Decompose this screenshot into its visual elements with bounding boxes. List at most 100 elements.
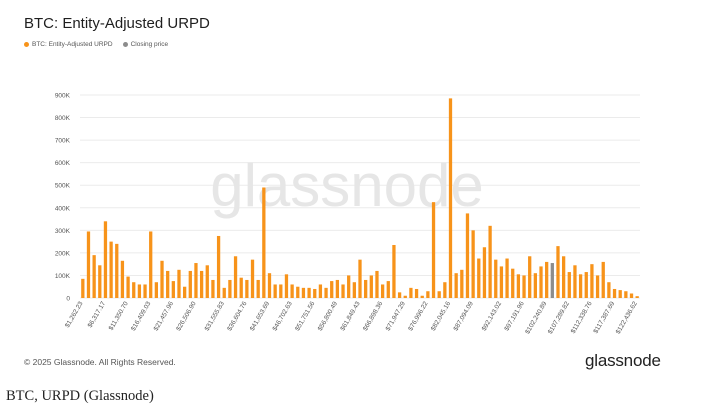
- bar[interactable]: [98, 265, 102, 298]
- legend-item-closing-price[interactable]: Closing price: [122, 41, 168, 48]
- bar[interactable]: [528, 256, 532, 298]
- bar[interactable]: [624, 291, 628, 298]
- bar[interactable]: [595, 275, 600, 298]
- bar[interactable]: [205, 265, 209, 298]
- bar[interactable]: [239, 277, 243, 298]
- bar[interactable]: [183, 286, 187, 298]
- bar[interactable]: [352, 282, 356, 298]
- bar[interactable]: [86, 231, 91, 298]
- bar[interactable]: [120, 260, 125, 298]
- bar[interactable]: [426, 291, 430, 298]
- bar[interactable]: [556, 246, 560, 298]
- bar-closing-price[interactable]: [550, 263, 554, 298]
- bar[interactable]: [199, 270, 204, 298]
- bar[interactable]: [448, 98, 453, 298]
- bar[interactable]: [477, 258, 481, 298]
- bar[interactable]: [567, 272, 571, 298]
- bar[interactable]: [590, 264, 594, 298]
- bar[interactable]: [245, 279, 249, 298]
- bar[interactable]: [284, 274, 289, 298]
- bar[interactable]: [318, 284, 323, 298]
- bar[interactable]: [256, 279, 260, 298]
- bar[interactable]: [222, 287, 226, 298]
- bar[interactable]: [92, 255, 96, 298]
- bar[interactable]: [618, 290, 622, 298]
- bar[interactable]: [612, 288, 617, 298]
- bar[interactable]: [103, 221, 108, 298]
- bar[interactable]: [471, 230, 475, 298]
- bar[interactable]: [409, 287, 413, 298]
- bar[interactable]: [420, 295, 424, 298]
- bar[interactable]: [392, 244, 396, 298]
- bar[interactable]: [81, 278, 85, 298]
- bar[interactable]: [465, 213, 470, 298]
- bar[interactable]: [228, 279, 232, 298]
- bar[interactable]: [635, 296, 639, 298]
- bar[interactable]: [307, 287, 311, 298]
- bar[interactable]: [454, 273, 458, 298]
- bar[interactable]: [335, 279, 340, 298]
- bar[interactable]: [330, 281, 334, 298]
- bar[interactable]: [250, 259, 255, 298]
- bar[interactable]: [511, 268, 515, 298]
- bar[interactable]: [132, 282, 136, 298]
- bar[interactable]: [273, 284, 277, 298]
- bar[interactable]: [267, 273, 272, 298]
- bar[interactable]: [607, 282, 611, 298]
- bar[interactable]: [397, 292, 402, 298]
- bar[interactable]: [290, 284, 294, 298]
- bar[interactable]: [403, 295, 407, 298]
- bar[interactable]: [109, 241, 113, 298]
- bar[interactable]: [482, 247, 487, 298]
- bar[interactable]: [414, 288, 419, 298]
- bar[interactable]: [188, 270, 192, 298]
- bar[interactable]: [347, 275, 351, 298]
- bar[interactable]: [369, 275, 373, 298]
- bar[interactable]: [233, 256, 238, 298]
- bar[interactable]: [386, 281, 390, 298]
- bar[interactable]: [194, 263, 198, 298]
- bar[interactable]: [522, 275, 526, 298]
- bar[interactable]: [431, 202, 436, 298]
- bar[interactable]: [443, 282, 447, 298]
- bar[interactable]: [177, 269, 181, 298]
- bar[interactable]: [115, 243, 119, 298]
- bar[interactable]: [166, 270, 170, 298]
- bar[interactable]: [171, 281, 175, 298]
- bar[interactable]: [341, 284, 345, 298]
- bar[interactable]: [437, 291, 441, 298]
- bar[interactable]: [324, 287, 328, 298]
- bar[interactable]: [301, 287, 306, 298]
- bar[interactable]: [601, 261, 605, 298]
- bar[interactable]: [154, 282, 159, 298]
- bar[interactable]: [160, 260, 164, 298]
- bar[interactable]: [143, 284, 147, 298]
- bar[interactable]: [578, 274, 583, 298]
- bar[interactable]: [505, 258, 509, 298]
- bar[interactable]: [313, 288, 317, 298]
- bar[interactable]: [533, 273, 537, 298]
- bar[interactable]: [375, 270, 379, 298]
- bar[interactable]: [516, 274, 521, 298]
- bar[interactable]: [499, 266, 504, 298]
- bar[interactable]: [279, 284, 283, 298]
- bar[interactable]: [364, 279, 368, 298]
- bar[interactable]: [629, 293, 634, 298]
- bar[interactable]: [561, 256, 566, 298]
- bar[interactable]: [380, 284, 385, 298]
- bar[interactable]: [539, 266, 543, 298]
- legend-item-urpd[interactable]: BTC: Entity-Adjusted URPD: [24, 41, 113, 48]
- bar[interactable]: [488, 225, 492, 298]
- bar[interactable]: [126, 276, 130, 298]
- bar[interactable]: [216, 235, 221, 298]
- bar[interactable]: [460, 269, 464, 298]
- bar[interactable]: [573, 265, 577, 298]
- bar[interactable]: [358, 259, 362, 298]
- bar[interactable]: [149, 231, 153, 298]
- bar[interactable]: [494, 259, 498, 298]
- bar[interactable]: [584, 272, 588, 298]
- bar[interactable]: [211, 279, 215, 298]
- bar[interactable]: [262, 187, 266, 298]
- bar[interactable]: [137, 284, 142, 298]
- bar[interactable]: [545, 261, 549, 298]
